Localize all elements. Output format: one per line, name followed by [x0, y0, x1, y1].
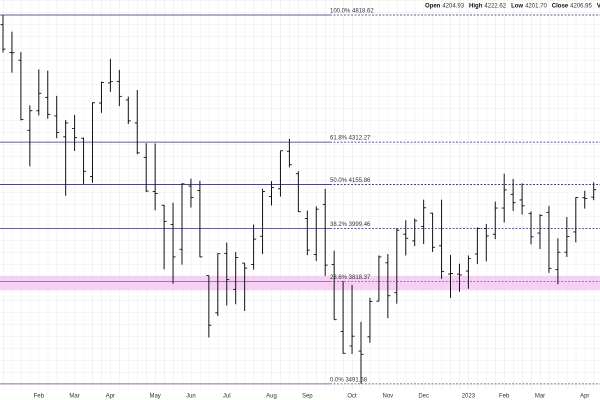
x-tick-label: Jul [223, 394, 231, 400]
x-tick-label: Nov [383, 394, 394, 400]
x-tick-label: Sep [302, 394, 313, 400]
x-tick-label: 2023 [462, 394, 476, 400]
x-tick-label: Mar [69, 394, 79, 400]
fib-label: 0.0% 3491.58 [330, 377, 368, 383]
x-tick-label: Aug [266, 394, 277, 400]
header-value: 4204.93 [442, 4, 464, 10]
x-tick-label: Feb [34, 394, 45, 400]
x-tick-label: Jun [186, 394, 196, 400]
header-value: 4222.62 [484, 4, 506, 10]
x-tick-label: Apr [106, 394, 115, 400]
x-tick-label: Apr [580, 394, 589, 400]
highlight-band [0, 275, 600, 291]
header-value: 4201.70 [525, 4, 547, 10]
header-label: Open [425, 4, 441, 10]
fib-label: 61.8% 4312.27 [330, 136, 371, 142]
x-tick-label: Dec [418, 394, 429, 400]
fib-label: 23.6% 3818.37 [330, 275, 371, 281]
header-label: Volume [597, 4, 600, 10]
x-tick-label: Feb [499, 394, 510, 400]
header-label: Close [552, 4, 569, 10]
x-tick-label: Mar [535, 394, 545, 400]
x-tick-label: Oct [347, 394, 357, 400]
fib-label: 50.0% 4155.86 [330, 178, 371, 184]
fib-label: 100.0% 4818.62 [330, 9, 374, 15]
header-value: 4206.95 [570, 4, 592, 10]
x-tick-label: May [149, 394, 160, 400]
grid [0, 0, 600, 390]
fib-label: 38.2% 3999.46 [330, 222, 371, 228]
header-label: High [469, 4, 483, 10]
header-label: Low [511, 4, 523, 10]
